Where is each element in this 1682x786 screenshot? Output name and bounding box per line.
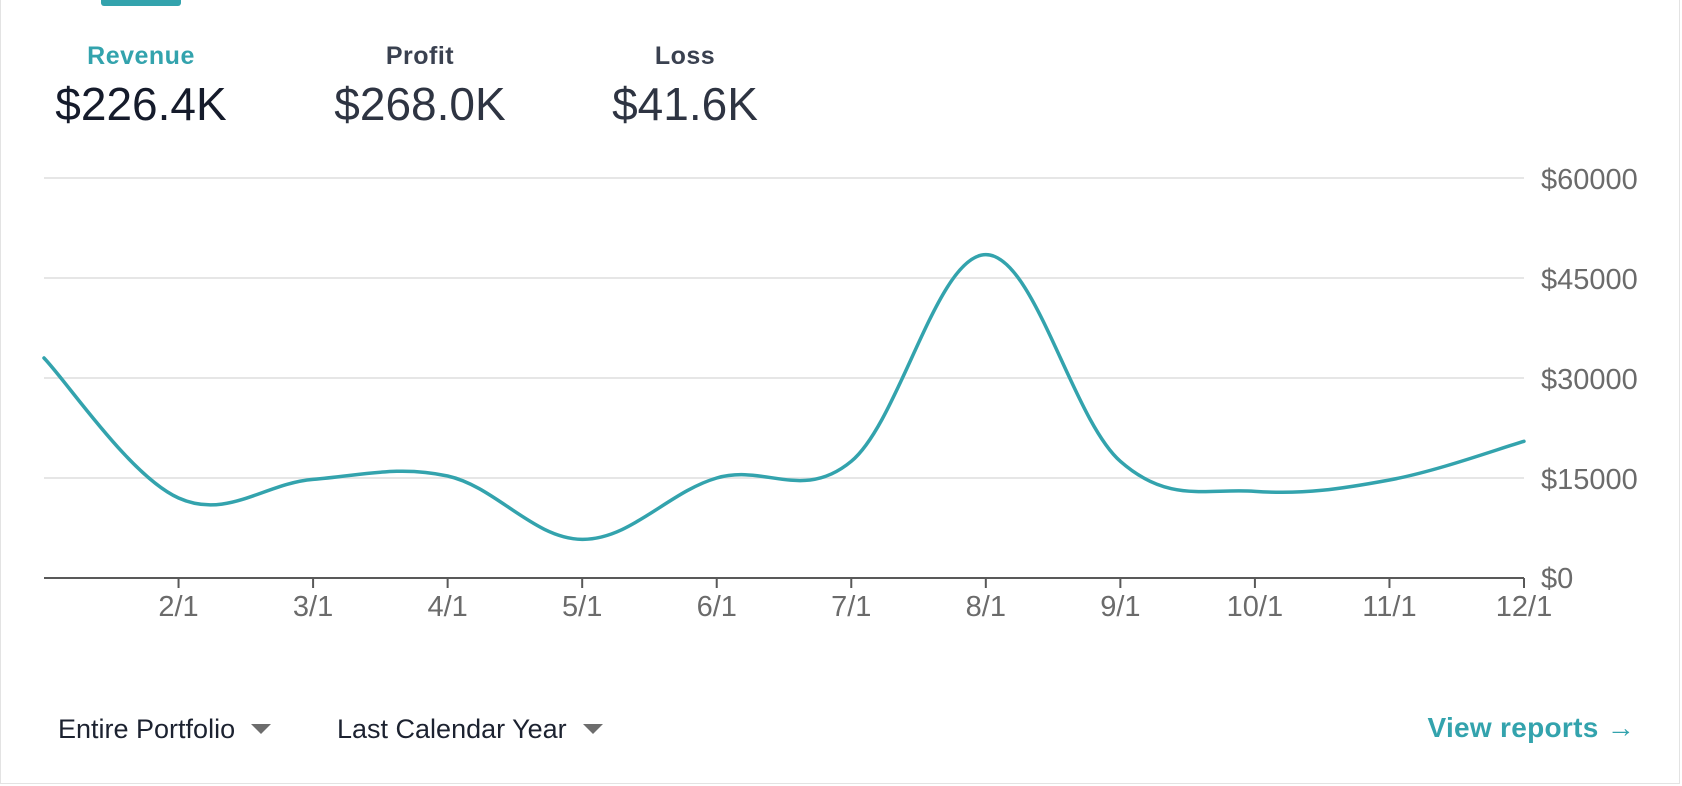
chevron-down-icon xyxy=(582,723,603,734)
x-tick-label: 2/1 xyxy=(158,591,198,623)
metric-value-loss: $41.6K xyxy=(612,78,758,130)
y-tick-label: $30000 xyxy=(1541,364,1638,396)
chart-y-axis-labels: $0 $15000 $30000 $45000 $60000 xyxy=(1541,164,1638,595)
series-line-revenue xyxy=(42,252,1526,542)
metric-label-revenue: Revenue xyxy=(87,42,195,70)
portfolio-dropdown-value: Entire Portfolio xyxy=(58,714,236,744)
y-tick-label: $60000 xyxy=(1541,164,1638,196)
x-tick-label: 4/1 xyxy=(427,591,467,623)
x-tick-label: 10/1 xyxy=(1227,591,1283,623)
view-reports-link[interactable]: View reports → xyxy=(1427,712,1635,743)
x-tick-label: 12/1 xyxy=(1496,591,1552,623)
chart-x-axis: 2/1 3/1 4/1 5/1 6/1 7/1 8/1 9/1 10/1 11/1 12/1 xyxy=(44,577,1552,623)
chevron-down-icon xyxy=(251,723,272,734)
x-tick-label: 8/1 xyxy=(966,591,1006,623)
active-tab-indicator xyxy=(101,0,181,6)
metric-tab-profit[interactable]: Profit $268.0K xyxy=(326,42,514,131)
portfolio-dropdown[interactable]: Entire Portfolio xyxy=(58,714,272,745)
metric-value-profit: $268.0K xyxy=(334,78,506,130)
metric-label-loss: Loss xyxy=(654,42,716,70)
x-tick-label: 5/1 xyxy=(562,591,602,623)
chart-gridlines xyxy=(44,177,1524,479)
period-dropdown-value: Last Calendar Year xyxy=(337,714,567,744)
metric-tab-loss[interactable]: Loss $41.6K xyxy=(605,42,765,131)
chart-series xyxy=(42,252,1526,542)
y-tick-label: $45000 xyxy=(1541,264,1638,296)
metric-tab-revenue[interactable]: Revenue $226.4K xyxy=(49,42,233,131)
y-tick-label: $15000 xyxy=(1541,464,1638,496)
y-tick-label: $0 xyxy=(1541,563,1573,595)
metric-label-profit: Profit xyxy=(385,42,455,70)
x-tick-label: 6/1 xyxy=(697,591,737,623)
period-dropdown[interactable]: Last Calendar Year xyxy=(337,714,603,745)
x-tick-label: 3/1 xyxy=(293,591,333,623)
x-tick-label: 9/1 xyxy=(1100,591,1140,623)
x-tick-label: 11/1 xyxy=(1362,591,1416,623)
x-tick-label: 7/1 xyxy=(831,591,871,623)
metric-value-revenue: $226.4K xyxy=(55,78,227,130)
revenue-line-chart: 2/1 3/1 4/1 5/1 6/1 7/1 8/1 9/1 10/1 11/1 12/1 $0$… xyxy=(42,164,1638,623)
